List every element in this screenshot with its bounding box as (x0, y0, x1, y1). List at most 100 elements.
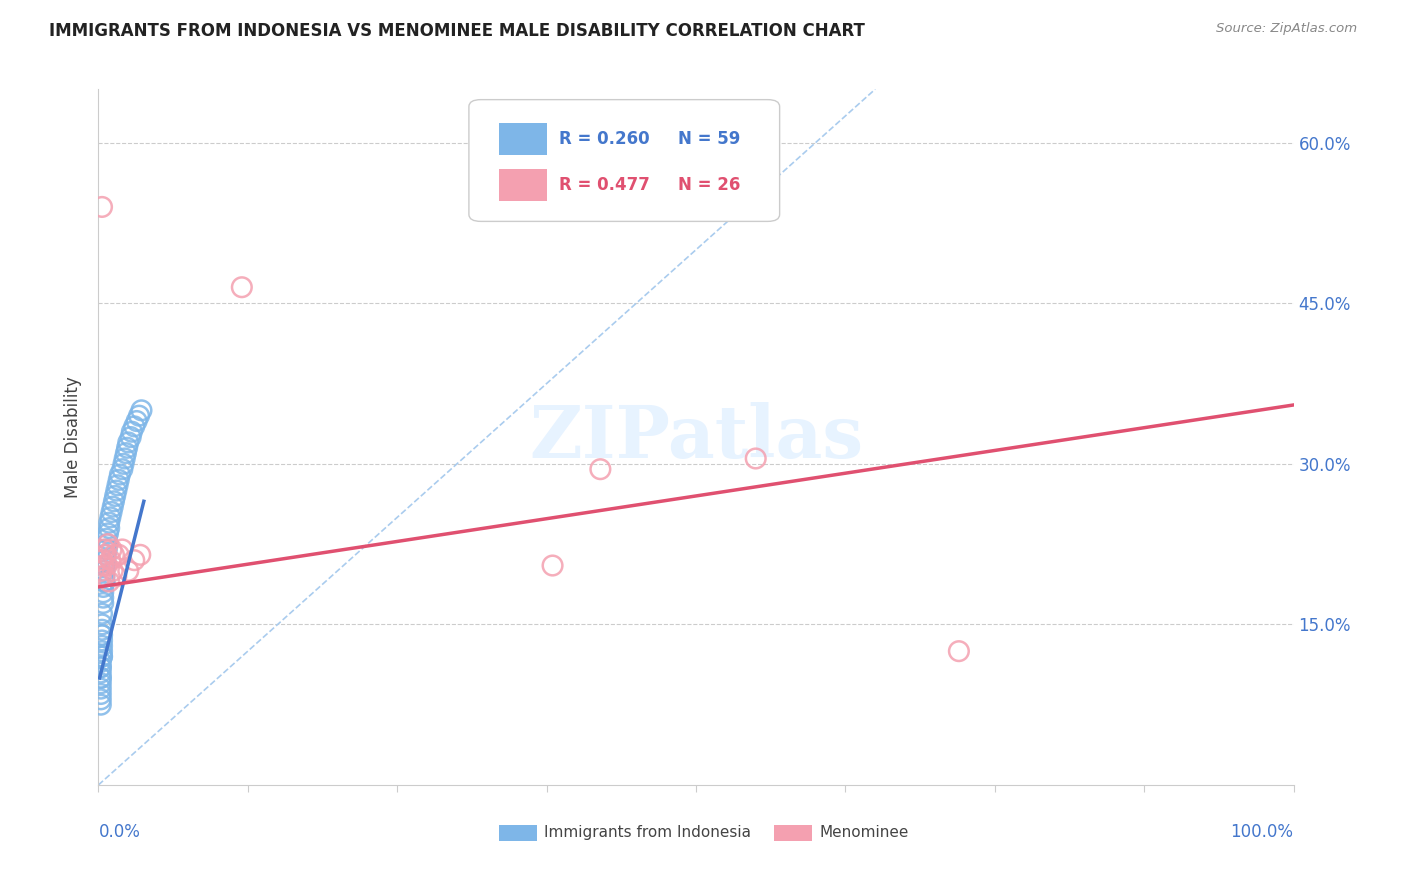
Point (96, 532, 118, 546)
Point (101, 564, 124, 578)
Point (93, 564, 115, 578)
Point (90, 660, 112, 674)
Point (90, 655, 112, 669)
Point (94, 548, 117, 562)
Text: 0.0%: 0.0% (98, 823, 141, 841)
Point (91, 649, 114, 664)
Point (105, 569, 128, 583)
Bar (773, 825, 811, 840)
Point (90, 676, 112, 690)
Point (91, 596, 114, 610)
Point (93, 558, 115, 573)
Point (91, 585, 114, 599)
Y-axis label: Male Disability: Male Disability (65, 376, 83, 498)
Text: Source: ZipAtlas.com: Source: ZipAtlas.com (1216, 22, 1357, 36)
Point (93, 542, 115, 557)
Point (91, 553, 114, 567)
Text: Immigrants from Indonesia: Immigrants from Indonesia (544, 825, 751, 840)
Point (91, 623, 114, 637)
Point (91, 607, 114, 621)
Point (124, 419, 146, 434)
Text: Menominee: Menominee (820, 825, 908, 840)
Point (91, 617, 114, 632)
Point (90, 687, 112, 701)
Text: R = 0.260: R = 0.260 (558, 130, 650, 148)
Point (97, 537, 120, 551)
Point (98, 510, 122, 524)
Point (120, 430, 142, 444)
Point (94, 548, 117, 562)
Point (91, 591, 114, 605)
Point (91, 644, 114, 658)
Point (96, 542, 118, 557)
FancyBboxPatch shape (470, 100, 780, 221)
Text: N = 26: N = 26 (678, 177, 741, 194)
Point (541, 558, 564, 573)
Point (129, 548, 152, 562)
Text: 100.0%: 100.0% (1230, 823, 1294, 841)
Point (91, 580, 114, 594)
Point (90, 569, 112, 583)
Point (98, 516, 121, 530)
Point (98, 553, 122, 567)
Point (90, 671, 112, 685)
Text: ZIPatlas: ZIPatlas (529, 401, 863, 473)
Point (90, 564, 112, 578)
Point (94, 553, 117, 567)
Point (107, 478, 129, 492)
Point (105, 483, 128, 498)
Point (93, 569, 115, 583)
Point (589, 462, 612, 476)
Point (91, 649, 114, 664)
Point (125, 414, 148, 428)
Point (90, 692, 112, 706)
Point (104, 489, 127, 503)
Point (91, 558, 114, 573)
Point (90, 671, 112, 685)
Point (103, 548, 125, 562)
Point (115, 441, 138, 455)
Point (100, 505, 122, 519)
Point (131, 403, 153, 417)
Point (97, 526, 120, 541)
Text: IMMIGRANTS FROM INDONESIA VS MENOMINEE MALE DISABILITY CORRELATION CHART: IMMIGRANTS FROM INDONESIA VS MENOMINEE M… (49, 22, 865, 40)
Text: R = 0.477: R = 0.477 (558, 177, 650, 194)
Point (91, 633, 114, 648)
Bar (499, 169, 547, 202)
Point (93, 574, 115, 589)
Bar (499, 825, 537, 840)
Point (103, 494, 125, 508)
Point (117, 435, 139, 450)
Point (107, 473, 129, 487)
Point (96, 558, 118, 573)
Point (91, 628, 114, 642)
Point (231, 280, 253, 294)
Point (112, 457, 135, 471)
Point (111, 542, 134, 557)
Point (121, 425, 143, 439)
Point (96, 537, 118, 551)
Point (98, 521, 121, 535)
Point (111, 462, 134, 476)
Point (117, 564, 139, 578)
Point (114, 451, 136, 466)
Point (128, 409, 150, 423)
Point (91, 200, 114, 214)
Point (90, 698, 112, 712)
Point (115, 446, 138, 460)
Point (745, 451, 768, 466)
Point (91, 628, 114, 642)
Text: N = 59: N = 59 (678, 130, 741, 148)
Point (100, 542, 122, 557)
Point (108, 467, 131, 482)
Point (98, 574, 121, 589)
Point (948, 644, 970, 658)
Point (90, 681, 112, 696)
Point (90, 665, 112, 680)
Point (107, 548, 129, 562)
Point (101, 500, 124, 514)
Point (93, 569, 115, 583)
Point (93, 574, 115, 589)
Point (90, 660, 112, 674)
Point (124, 553, 146, 567)
